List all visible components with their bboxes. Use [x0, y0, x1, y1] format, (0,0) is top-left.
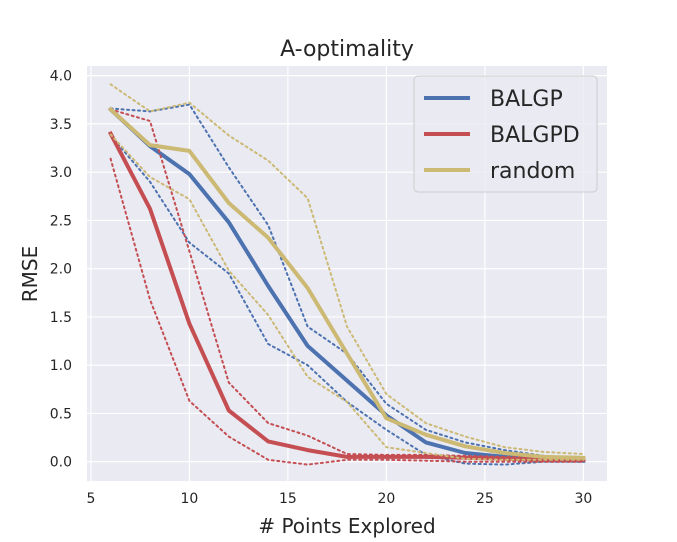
series-balgpd-line — [107, 130, 586, 462]
x-axis-title: # Points Explored — [258, 514, 435, 538]
x-tick-label: 10 — [181, 491, 199, 507]
y-tick-label: 4.0 — [50, 69, 72, 85]
chart-title: A-optimality — [280, 37, 414, 62]
y-tick-label: 0.5 — [50, 406, 72, 422]
legend: BALGP BALGPD random — [413, 75, 598, 193]
y-tick-label: 3.5 — [50, 117, 72, 133]
y-axis-title: RMSE — [18, 246, 42, 302]
grid — [87, 66, 607, 481]
legend-label-balgpd: BALGPD — [490, 123, 580, 148]
legend-label-random: random — [490, 159, 575, 184]
x-tick-label: 5 — [86, 491, 95, 507]
y-tick-label: 2.0 — [50, 262, 72, 278]
series-layer — [107, 83, 586, 466]
x-tick-label: 20 — [377, 491, 395, 507]
y-tick-label: 0.0 — [50, 455, 72, 471]
y-tick-label: 1.5 — [50, 310, 72, 326]
x-tick-label: 25 — [476, 491, 494, 507]
series-balgpd — [107, 108, 586, 466]
y-tick-label: 3.0 — [50, 165, 72, 181]
y-tick-label: 1.0 — [50, 358, 72, 374]
series-random-line — [107, 106, 586, 460]
series-random-lower-bound — [109, 133, 585, 461]
y-tick-label: 2.5 — [50, 213, 72, 229]
series-balgpd-lower-bound — [109, 157, 585, 466]
x-tick-label: 30 — [574, 491, 592, 507]
legend-box — [413, 75, 598, 193]
series-random — [107, 83, 586, 461]
legend-label-balgp: BALGP — [490, 87, 563, 112]
x-tick-label: 15 — [279, 491, 297, 507]
ticks: 5 10 15 20 25 30 0.0 0.5 1.0 1.5 2.0 2.5 3.0 3.5 4.0 — [50, 69, 593, 507]
series-random-upper-bound — [109, 83, 585, 455]
